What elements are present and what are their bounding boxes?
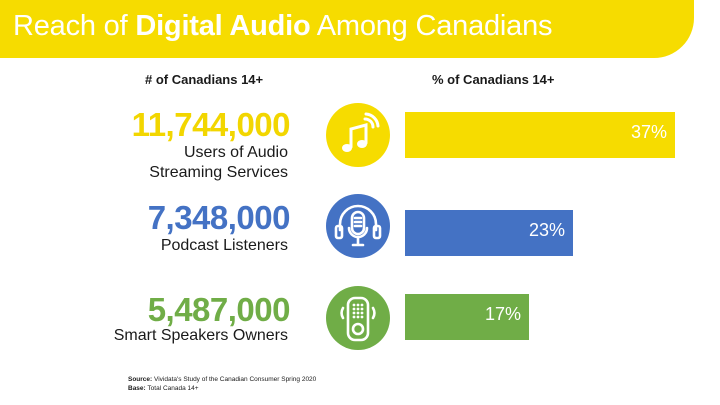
- base-note: Base: Total Canada 14+: [128, 385, 199, 392]
- streaming-bar-label: 37%: [630, 122, 667, 142]
- source-label: Source:: [128, 376, 153, 383]
- streaming-label-line1: Users of Audio: [183, 144, 288, 161]
- smart-speaker-bar-label: 17%: [484, 304, 521, 324]
- music-note-icon: [342, 112, 380, 152]
- smart-speaker-bar: 17%: [405, 294, 529, 340]
- podcast-count: 7,348,000: [147, 199, 291, 236]
- podcast-bar: 23%: [405, 210, 573, 256]
- streaming-bar: 37%: [405, 112, 675, 158]
- podcast-label: Podcast Listeners: [160, 237, 288, 254]
- smart-speaker-label: Smart Speakers Owners: [113, 327, 288, 344]
- title-prefix: Reach of: [13, 10, 136, 42]
- count-column-header: # of Canadians 14+: [145, 72, 264, 87]
- source-text: Vividata's Study of the Canadian Consume…: [152, 376, 317, 383]
- smart-speaker-count: 5,487,000: [147, 291, 291, 328]
- percent-column-header: % of Canadians 14+: [432, 72, 555, 87]
- streaming-count: 11,744,000: [131, 106, 291, 143]
- page-title: Reach of Digital Audio Among Canadians: [13, 10, 553, 43]
- title-bold: Digital Audio: [135, 10, 311, 42]
- streaming-icon-circle: [326, 103, 390, 167]
- base-text: Total Canada 14+: [145, 385, 199, 392]
- podcast-icon-circle: [326, 194, 390, 258]
- podcast-bar-label: 23%: [528, 220, 565, 240]
- smart-speaker-icon: [340, 296, 376, 342]
- title-banner: [0, 0, 694, 58]
- base-label: Base:: [128, 385, 146, 392]
- streaming-label-line2: Streaming Services: [149, 164, 288, 181]
- smart-speaker-icon-circle: [326, 286, 390, 350]
- podcast-microphone-icon: [334, 204, 382, 247]
- source-note: Source: Vividata's Study of the Canadian…: [128, 376, 316, 383]
- title-suffix: Among Canadians: [310, 10, 553, 42]
